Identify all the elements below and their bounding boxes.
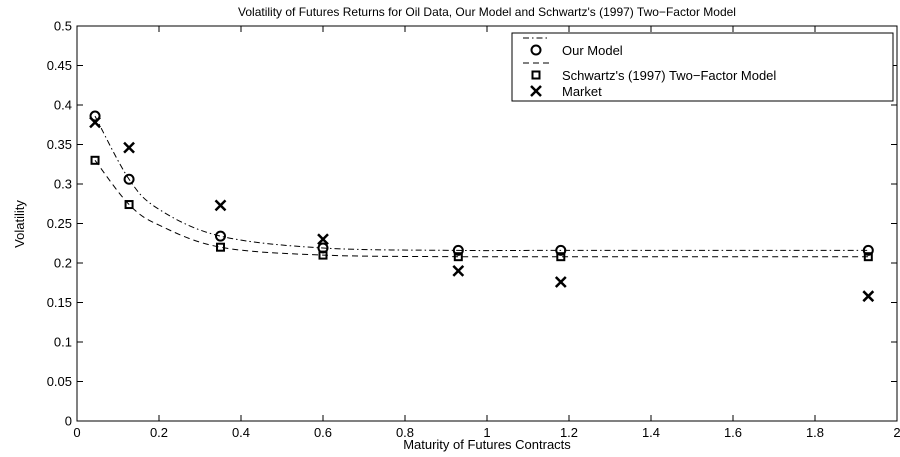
y-tick-label: 0.4: [54, 98, 72, 113]
marker-x: [452, 265, 465, 277]
y-axis-label: Volatility: [12, 200, 27, 248]
marker-circle: [89, 110, 101, 122]
legend-marker-market: [530, 85, 542, 97]
y-tick-label: 0.35: [47, 137, 72, 152]
marker-square: [453, 252, 463, 262]
x-tick-label: 1.6: [724, 425, 742, 440]
legend-box: [511, 32, 894, 102]
x-tick-label: 0.2: [150, 425, 168, 440]
axis-ticks: 0 0.2 0.4 0.6 0.8 1 1.2 1.4 1.6 1.8 2 0 0.05 0.1 0.15 0…: [47, 19, 900, 441]
x-axis-label: Maturity of Futures Contracts: [403, 437, 571, 452]
y-tick-label: 0.45: [47, 58, 72, 73]
series-markers: [89, 110, 875, 303]
x-tick-label: 1.4: [642, 425, 660, 440]
marker-x: [214, 199, 227, 212]
marker-x: [89, 116, 101, 129]
marker-square: [556, 252, 566, 262]
marker-square: [863, 252, 873, 262]
y-tick-label: 0.25: [47, 216, 72, 231]
chart-title: Volatility of Futures Returns for Oil Da…: [238, 5, 736, 19]
legend-marker-our-model: [530, 44, 542, 56]
marker-x: [554, 276, 567, 288]
marker-circle: [215, 230, 226, 242]
marker-x: [123, 141, 135, 154]
marker-circle: [555, 244, 567, 256]
series-line-0: [94, 115, 869, 252]
marker-square: [124, 200, 134, 210]
marker-x: [862, 290, 875, 303]
legend-label-market: Market: [562, 84, 602, 99]
legend-label-schwartz: Schwartz's (1997) Two−Factor Model: [562, 68, 776, 83]
marker-square: [90, 155, 100, 165]
y-tick-label: 0.05: [47, 374, 72, 389]
legend-marker-schwartz: [531, 70, 541, 80]
y-tick-label: 0.15: [47, 295, 72, 310]
series-lines: [94, 115, 869, 258]
y-tick-label: 0.5: [54, 19, 72, 34]
marker-circle: [123, 173, 135, 185]
marker-square: [318, 250, 328, 260]
marker-circle: [452, 244, 464, 256]
y-tick-label: 0.3: [54, 177, 72, 192]
x-tick-label: 1: [483, 425, 490, 440]
x-tick-label: 0.4: [232, 425, 250, 440]
x-tick-label: 2: [893, 425, 900, 440]
y-tick-label: 0.1: [54, 335, 72, 350]
legend-label-our-model: Our Model: [562, 43, 623, 58]
marker-x: [317, 233, 329, 246]
series-line-1: [94, 159, 869, 258]
marker-circle: [862, 244, 874, 256]
y-tick-label: 0: [65, 414, 72, 429]
legend: Our Model Schwartz's (1997) Two−Factor M…: [511, 32, 894, 102]
marker-square: [216, 242, 225, 252]
y-tick-label: 0.2: [54, 256, 72, 271]
x-tick-label: 0.8: [396, 425, 414, 440]
x-tick-label: 1.2: [560, 425, 578, 440]
x-tick-label: 1.8: [806, 425, 824, 440]
x-tick-label: 0: [73, 425, 80, 440]
x-tick-label: 0.6: [314, 425, 332, 440]
